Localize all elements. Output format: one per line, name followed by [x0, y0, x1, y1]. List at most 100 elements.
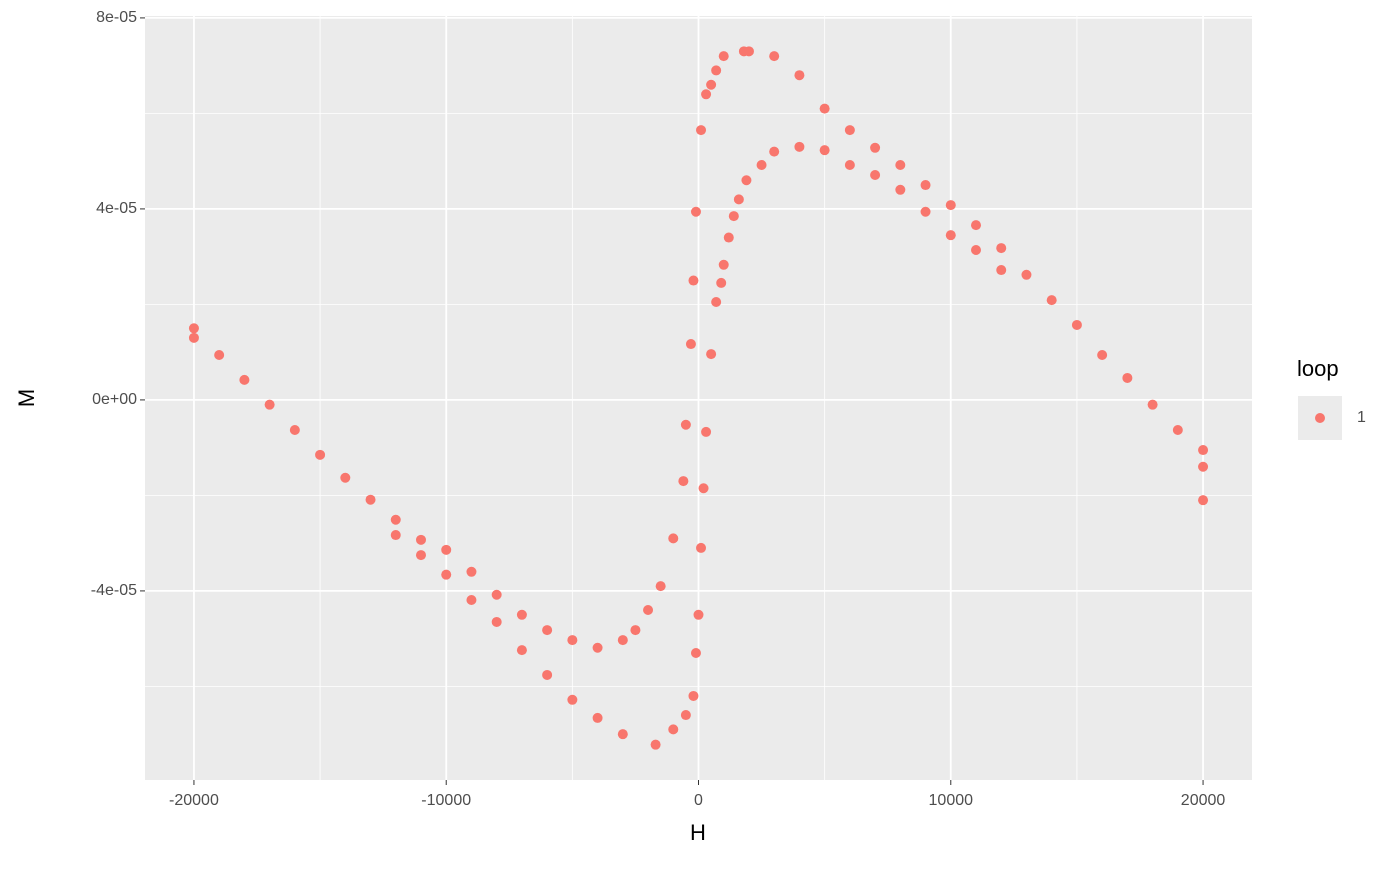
point — [491, 589, 502, 600]
point — [706, 79, 717, 90]
point — [668, 724, 679, 735]
point — [650, 739, 661, 750]
x-tick-label: 10000 — [929, 792, 974, 809]
x-tick-label: -20000 — [169, 792, 219, 809]
x-tick-label: 20000 — [1181, 792, 1226, 809]
x-tick-label: -10000 — [421, 792, 471, 809]
point — [214, 350, 225, 361]
point — [769, 146, 780, 157]
point — [688, 690, 699, 701]
point — [516, 609, 527, 620]
point — [390, 514, 401, 525]
point — [617, 729, 628, 740]
point — [870, 142, 881, 153]
y-tick-label: 0e+00 — [92, 391, 137, 408]
point — [716, 277, 727, 288]
point — [701, 89, 712, 100]
y-tick-label: 4e-05 — [96, 200, 137, 217]
point — [738, 46, 749, 57]
point — [819, 145, 830, 156]
point — [542, 669, 553, 680]
point — [723, 232, 734, 243]
point — [1021, 269, 1032, 280]
x-tick-label: 0 — [694, 792, 703, 809]
point — [630, 625, 641, 636]
point — [1122, 372, 1133, 383]
point — [696, 125, 707, 136]
point — [794, 70, 805, 81]
legend-title: loop — [1297, 356, 1339, 381]
point — [466, 566, 477, 577]
point — [1097, 350, 1108, 361]
point — [690, 206, 701, 217]
point — [617, 635, 628, 646]
point — [945, 230, 956, 241]
point — [698, 483, 709, 494]
point — [1046, 295, 1057, 306]
point — [315, 449, 326, 460]
point — [1071, 319, 1082, 330]
y-tick-label: -4e-05 — [91, 582, 137, 599]
point — [680, 419, 691, 430]
point — [996, 243, 1007, 254]
point — [971, 244, 982, 255]
point — [844, 159, 855, 170]
point — [264, 399, 275, 410]
point — [1147, 399, 1158, 410]
point — [567, 694, 578, 705]
point — [693, 609, 704, 620]
point — [756, 159, 767, 170]
point — [542, 625, 553, 636]
point — [733, 194, 744, 205]
point — [643, 605, 654, 616]
point — [1172, 424, 1183, 435]
point — [718, 259, 729, 270]
point — [688, 275, 699, 286]
point — [655, 581, 666, 592]
point — [340, 472, 351, 483]
point — [996, 265, 1007, 276]
point — [696, 542, 707, 553]
point — [239, 374, 250, 385]
point — [711, 65, 722, 76]
point — [415, 534, 426, 545]
point — [728, 211, 739, 222]
point — [920, 206, 931, 217]
point — [491, 616, 502, 627]
y-axis-title: M — [14, 389, 39, 407]
point — [794, 141, 805, 152]
point — [718, 51, 729, 62]
legend-label: 1 — [1357, 409, 1366, 426]
point — [1198, 495, 1209, 506]
point — [289, 424, 300, 435]
point — [680, 710, 691, 721]
point — [920, 180, 931, 191]
point — [188, 323, 199, 334]
point — [441, 544, 452, 555]
point — [685, 339, 696, 350]
point — [769, 51, 780, 62]
point — [592, 712, 603, 723]
point — [441, 569, 452, 580]
point — [870, 170, 881, 181]
point — [668, 533, 679, 544]
point — [516, 645, 527, 656]
point — [1198, 461, 1209, 472]
point — [690, 647, 701, 658]
point — [706, 349, 717, 360]
point — [1198, 445, 1209, 456]
point — [895, 184, 906, 195]
point — [819, 103, 830, 114]
point — [711, 297, 722, 308]
point — [365, 494, 376, 505]
x-axis-title: H — [690, 820, 706, 845]
point — [701, 426, 712, 437]
legend-marker — [1315, 413, 1325, 423]
point — [415, 550, 426, 561]
point — [567, 635, 578, 646]
point — [844, 125, 855, 136]
point — [188, 332, 199, 343]
point — [390, 530, 401, 541]
point — [741, 175, 752, 186]
